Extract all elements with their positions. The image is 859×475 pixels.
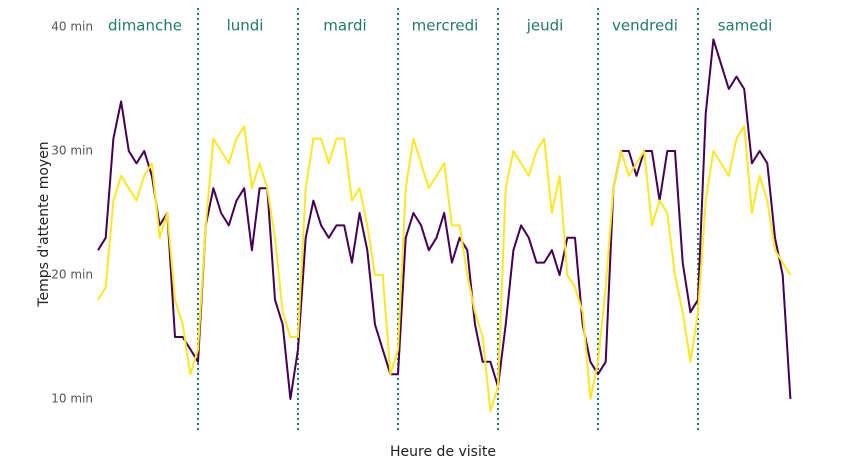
day-label: samedi bbox=[718, 17, 773, 35]
day-label: mardi bbox=[323, 17, 366, 35]
y-tick-label: 40 min bbox=[51, 20, 93, 34]
y-tick-label: 30 min bbox=[51, 144, 93, 158]
day-label: dimanche bbox=[108, 17, 182, 35]
day-label: mercredi bbox=[412, 17, 479, 35]
day-label: lundi bbox=[227, 17, 264, 35]
series-line bbox=[97, 125, 792, 413]
series-line bbox=[97, 38, 792, 400]
y-tick-label: 10 min bbox=[51, 392, 93, 406]
day-label: jeudi bbox=[526, 17, 564, 35]
y-tick-label: 20 min bbox=[51, 268, 93, 282]
y-axis-title: Temps d'attente moyen bbox=[36, 141, 52, 307]
day-label: vendredi bbox=[612, 17, 678, 35]
x-axis-title: Heure de visite bbox=[390, 444, 496, 460]
